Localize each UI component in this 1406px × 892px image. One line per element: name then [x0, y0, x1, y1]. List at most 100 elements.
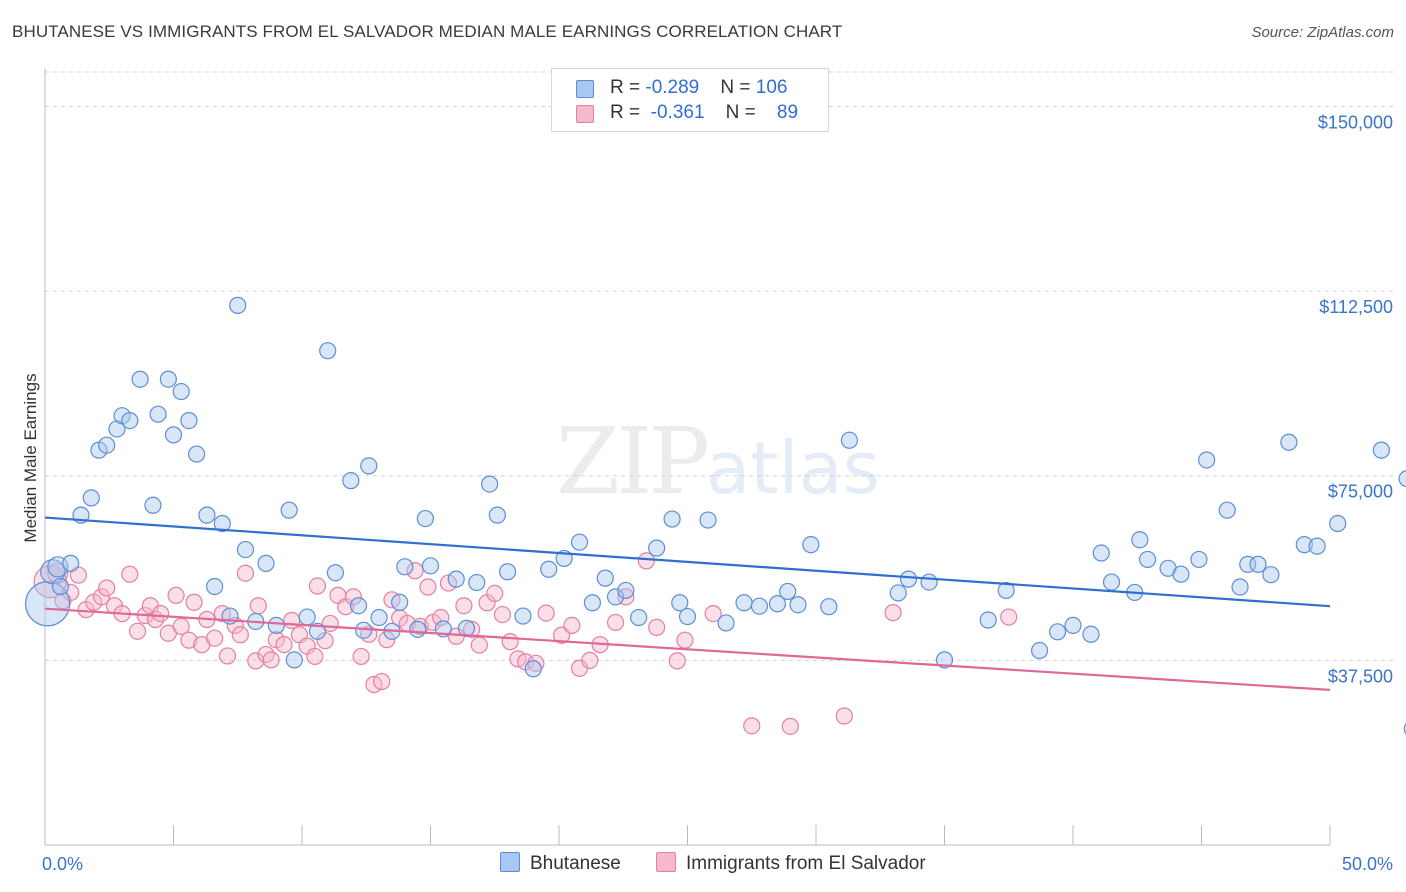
legend-n-label: N = [725, 102, 762, 123]
point-bhutanese [298, 608, 316, 626]
point-el-salvador [1000, 608, 1018, 626]
point-el-salvador [463, 620, 481, 638]
point-el-salvador [206, 629, 224, 647]
point-el-salvador [378, 631, 396, 649]
x-tick-label: 50.0% [1342, 854, 1393, 874]
point-el-salvador [62, 583, 80, 602]
point-bhutanese [267, 616, 285, 635]
point-el-salvador [581, 651, 599, 669]
point-bhutanese [699, 511, 717, 529]
point-bhutanese [735, 594, 753, 612]
point-bhutanese [997, 581, 1015, 600]
trend-line-bhutanese [44, 516, 1331, 608]
correlation-legend: R = -0.289 N = 106 R = -0.361 N = 89 [551, 68, 829, 132]
chart-title: BHUTANESE VS IMMIGRANTS FROM EL SALVADOR… [12, 22, 843, 41]
point-bhutanese [820, 598, 838, 616]
point-bhutanese [596, 569, 614, 587]
point-bhutanese [717, 614, 735, 632]
point-el-salvador [249, 597, 267, 615]
point-bhutanese [159, 370, 177, 388]
point-bhutanese [98, 436, 116, 454]
point-el-salvador [470, 636, 488, 654]
point-el-salvador [884, 604, 902, 622]
point-el-salvador [231, 626, 249, 644]
point-bhutanese [421, 557, 440, 575]
point-el-salvador [172, 617, 190, 635]
point-el-salvador [69, 566, 88, 584]
point-bhutanese [481, 475, 499, 493]
point-bhutanese [447, 570, 465, 588]
point-bhutanese [899, 570, 918, 588]
point-bhutanese [144, 496, 162, 514]
point-bhutanese [935, 651, 954, 669]
point-bhutanese [164, 426, 183, 444]
point-bhutanese [889, 584, 907, 602]
point-bhutanese [396, 558, 414, 576]
point-bhutanese [342, 472, 360, 490]
point-el-salvador [704, 604, 722, 623]
point-bhutanese [768, 595, 787, 613]
point-bhutanese [1218, 501, 1236, 519]
point-bhutanese [630, 608, 648, 627]
y-axis-title: Median Male Earnings [21, 373, 40, 542]
point-el-salvador [218, 647, 237, 665]
point-bhutanese [355, 621, 373, 639]
point-bhutanese [1138, 550, 1157, 569]
point-el-salvador [121, 565, 139, 583]
point-bhutanese [180, 411, 198, 430]
point-el-salvador [180, 631, 198, 649]
point-el-salvador [486, 584, 504, 603]
y-tick-label: $37,500 [1328, 666, 1393, 686]
point-el-salvador [648, 618, 666, 636]
point-el-salvador [439, 574, 458, 592]
point-el-salvador [306, 647, 324, 666]
point-bhutanese [678, 607, 697, 626]
series-bhutanese-points [24, 296, 1406, 735]
axes [44, 68, 1331, 846]
point-bhutanese [514, 607, 532, 625]
point-el-salvador [743, 717, 761, 735]
point-el-salvador [606, 613, 625, 632]
point-bhutanese [149, 405, 167, 423]
point-el-salvador [283, 611, 301, 630]
point-bhutanese [280, 501, 298, 519]
point-bhutanese [1372, 441, 1391, 459]
point-bhutanese [1231, 578, 1249, 596]
point-el-salvador [308, 577, 327, 595]
point-el-salvador [411, 617, 429, 635]
point-el-salvador [637, 552, 655, 570]
point-bhutanese [750, 597, 769, 615]
point-el-salvador [92, 588, 111, 606]
point-el-salvador [98, 579, 116, 597]
point-bhutanese [213, 514, 231, 533]
source-credit: Source: ZipAtlas.com [1251, 24, 1394, 41]
point-bhutanese [1262, 566, 1280, 584]
point-el-salvador [537, 604, 555, 622]
point-bhutanese [1308, 537, 1326, 555]
bottom-legend-el-salvador: Immigrants from El Salvador [656, 852, 926, 875]
point-el-salvador [352, 647, 370, 666]
trend-line-el-salvador [44, 607, 1331, 692]
legend-r-label: R = [610, 102, 646, 123]
point-bhutanese [1398, 470, 1406, 488]
legend-r-value: -0.289 [645, 77, 700, 98]
x-tick-label: 0.0% [42, 854, 83, 874]
point-bhutanese [524, 660, 542, 678]
point-el-salvador [781, 717, 799, 735]
point-bhutanese [349, 597, 368, 615]
bottom-legend-swatch-blue [500, 852, 520, 872]
point-el-salvador [455, 597, 473, 615]
point-bhutanese [1082, 625, 1100, 643]
point-bhutanese [121, 411, 139, 430]
point-bhutanese [188, 445, 206, 463]
point-bhutanese [488, 506, 506, 524]
legend-swatch-blue [576, 80, 594, 98]
point-bhutanese [108, 420, 126, 438]
point-el-salvador [563, 616, 581, 635]
point-el-salvador [406, 562, 424, 580]
point-bhutanese [920, 573, 938, 591]
point-bhutanese [409, 620, 427, 638]
point-bhutanese [840, 431, 859, 449]
point-el-salvador [501, 633, 519, 651]
point-bhutanese [648, 539, 666, 557]
